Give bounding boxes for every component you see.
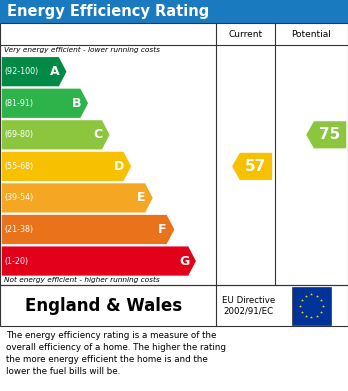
Polygon shape [2,152,131,181]
Text: England & Wales: England & Wales [25,297,182,315]
Polygon shape [232,153,272,180]
Text: 75: 75 [319,127,340,142]
Text: (1-20): (1-20) [5,256,29,265]
Text: Potential: Potential [292,30,331,39]
Bar [292,287,331,325]
Bar [0,0,348,23]
Polygon shape [2,57,66,86]
Text: A: A [50,65,60,78]
Text: EU Directive
2002/91/EC: EU Directive 2002/91/EC [222,296,276,316]
Polygon shape [306,121,346,148]
Bar [0,23,348,285]
Text: F: F [158,223,167,236]
Text: (81-91): (81-91) [5,99,34,108]
Text: Energy Efficiency Rating: Energy Efficiency Rating [7,4,209,19]
Text: Current: Current [228,30,262,39]
Text: G: G [179,255,189,267]
Polygon shape [2,246,196,276]
Text: C: C [93,128,102,141]
Text: (92-100): (92-100) [5,67,39,76]
Polygon shape [2,183,153,213]
Text: (21-38): (21-38) [5,225,34,234]
Text: Not energy efficient - higher running costs: Not energy efficient - higher running co… [4,277,160,283]
Bar [0,285,348,326]
Polygon shape [2,215,174,244]
Text: E: E [137,192,145,204]
Text: (69-80): (69-80) [5,130,34,139]
Text: (39-54): (39-54) [5,194,34,203]
Text: D: D [114,160,125,173]
Text: (55-68): (55-68) [5,162,34,171]
Text: B: B [71,97,81,110]
Polygon shape [2,89,88,118]
Text: Very energy efficient - lower running costs: Very energy efficient - lower running co… [4,47,160,53]
Text: The energy efficiency rating is a measure of the
overall efficiency of a home. T: The energy efficiency rating is a measur… [6,331,226,376]
Polygon shape [2,120,110,149]
Text: 57: 57 [245,159,266,174]
